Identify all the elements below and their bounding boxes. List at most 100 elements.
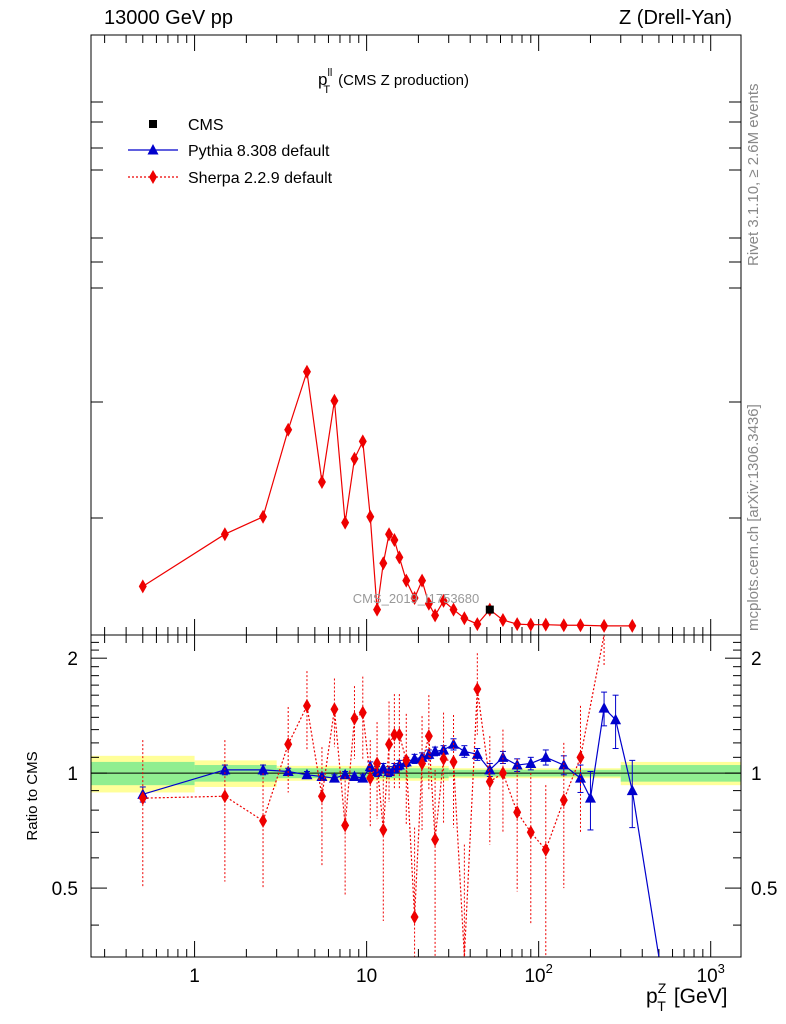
ratio-sherpa-point bbox=[576, 750, 585, 765]
ratio-pythia-point bbox=[540, 751, 552, 762]
legend-label: Sherpa 2.2.9 default bbox=[188, 170, 333, 187]
ratio-pythia-point bbox=[584, 792, 596, 803]
main-sherpa-point bbox=[358, 434, 367, 449]
ratio-sherpa-point bbox=[317, 789, 326, 804]
main-sherpa-point bbox=[284, 422, 293, 437]
ratio-sherpa-line bbox=[142, 634, 605, 958]
ratio-y-tick-label: 1 bbox=[67, 764, 78, 785]
ratio-panel-frame bbox=[90, 634, 742, 958]
main-sherpa-point bbox=[513, 617, 522, 632]
main-sherpa-point bbox=[460, 611, 469, 626]
ratio-pythia-point bbox=[257, 763, 269, 775]
watermark: CMS_2019_I1753680 bbox=[353, 591, 480, 606]
legend-marker bbox=[149, 170, 157, 184]
ratio-sherpa-point bbox=[541, 842, 550, 857]
x-tick-label: 1 bbox=[189, 966, 200, 987]
main-sherpa-point bbox=[600, 618, 609, 633]
ratio-y-tick-label: 2 bbox=[67, 649, 78, 670]
main-sherpa-point bbox=[220, 527, 229, 542]
main-sherpa-point bbox=[385, 527, 394, 542]
ratio-sherpa-point bbox=[395, 727, 404, 742]
plot-title: pll T(CMS Z production) bbox=[318, 67, 469, 96]
ratio-pythia-point bbox=[610, 713, 622, 725]
ratio-sherpa-point bbox=[418, 756, 427, 771]
ratio-y-tick-label-right: 0.5 bbox=[751, 879, 777, 900]
main-sherpa-point bbox=[341, 515, 350, 530]
data-series bbox=[137, 364, 660, 958]
x-tick-label: 10 bbox=[356, 966, 377, 987]
main-sherpa-point bbox=[526, 617, 535, 632]
ratio-sherpa-point bbox=[330, 702, 339, 717]
ratio-pythia-point bbox=[377, 762, 389, 773]
ratio-pythia-point bbox=[574, 772, 586, 783]
ratio-sherpa-point bbox=[259, 813, 268, 828]
main-sherpa-point bbox=[498, 613, 507, 628]
ratio-pythia-point bbox=[497, 751, 509, 762]
main-sherpa-point bbox=[138, 579, 147, 594]
ratio-sherpa-point bbox=[373, 756, 382, 771]
ratio-sherpa-point bbox=[350, 711, 359, 726]
ratio-y-tick-label-right: 2 bbox=[751, 649, 762, 670]
main-sherpa-point bbox=[439, 593, 448, 608]
ratio-sherpa-point bbox=[402, 753, 411, 768]
main-sherpa-point bbox=[330, 393, 339, 408]
ratio-pythia-point bbox=[393, 759, 405, 770]
main-sherpa-point bbox=[576, 618, 585, 633]
ratio-pythia-line bbox=[142, 706, 660, 958]
legend-label: CMS bbox=[188, 117, 224, 134]
ratio-pythia-point bbox=[626, 784, 638, 796]
main-sherpa-point bbox=[431, 608, 440, 623]
ratio-sherpa-point bbox=[513, 805, 522, 820]
ratio-sherpa-point bbox=[138, 791, 147, 806]
ratio-sherpa-point bbox=[498, 766, 507, 781]
main-sherpa-point bbox=[418, 573, 427, 588]
x-tick-label: 102 bbox=[524, 961, 552, 987]
ratio-sherpa-point bbox=[424, 729, 433, 744]
main-sherpa-point bbox=[473, 617, 482, 632]
ratio-sherpa-point bbox=[379, 822, 388, 837]
main-sherpa-point bbox=[628, 618, 637, 633]
main-sherpa-point bbox=[390, 533, 399, 547]
ratio-sherpa-point bbox=[385, 737, 394, 752]
ratio-pythia-point bbox=[357, 772, 369, 783]
ratio-sherpa-point bbox=[284, 737, 293, 752]
main-sherpa-line bbox=[142, 371, 633, 627]
x-tick-label: 103 bbox=[697, 961, 725, 987]
ratio-sherpa-point bbox=[410, 910, 419, 925]
legend-marker bbox=[149, 120, 157, 128]
ratio-pythia-point bbox=[471, 748, 483, 759]
ratio-y-label: Ratio to CMS bbox=[24, 751, 41, 840]
ratio-sherpa-point bbox=[302, 698, 311, 713]
ratio-sherpa-point bbox=[431, 832, 440, 847]
ratio-pythia-point bbox=[348, 770, 360, 781]
main-sherpa-point bbox=[366, 509, 375, 524]
ratio-pythia-point bbox=[423, 748, 435, 759]
ratio-sherpa-point bbox=[220, 789, 229, 804]
ratio-pythia-point bbox=[598, 702, 610, 713]
cms-point bbox=[485, 605, 494, 614]
ratio-sherpa-point bbox=[358, 705, 367, 720]
main-sherpa-point bbox=[373, 602, 382, 617]
main-sherpa-point bbox=[410, 591, 419, 605]
main-sherpa-point bbox=[395, 550, 404, 565]
main-sherpa-point bbox=[449, 602, 458, 617]
main-sherpa-point bbox=[559, 618, 568, 633]
ratio-y-tick-label-right: 1 bbox=[751, 764, 762, 785]
ratio-sherpa-point bbox=[341, 818, 350, 833]
ratio-sherpa-point bbox=[449, 754, 458, 769]
main-sherpa-point bbox=[317, 475, 326, 489]
legend: CMS Pythia 8.308 default Sherpa 2.2.9 defa… bbox=[128, 117, 333, 187]
main-sherpa-point bbox=[302, 364, 311, 379]
main-sherpa-point bbox=[350, 451, 359, 466]
ratio-pythia-point bbox=[328, 772, 340, 783]
ratio-sherpa-point bbox=[390, 727, 399, 742]
ratio-sherpa-point bbox=[366, 771, 375, 786]
legend-label: Pythia 8.308 default bbox=[188, 143, 330, 160]
energy-label: 13000 GeV pp bbox=[104, 7, 233, 29]
ratio-sherpa-point bbox=[439, 751, 448, 766]
main-sherpa-point bbox=[402, 573, 411, 588]
x-axis-label: pZ T [GeV] bbox=[646, 980, 728, 1014]
ratio-sherpa-point bbox=[526, 825, 535, 840]
ratio-pythia-point bbox=[458, 745, 470, 756]
